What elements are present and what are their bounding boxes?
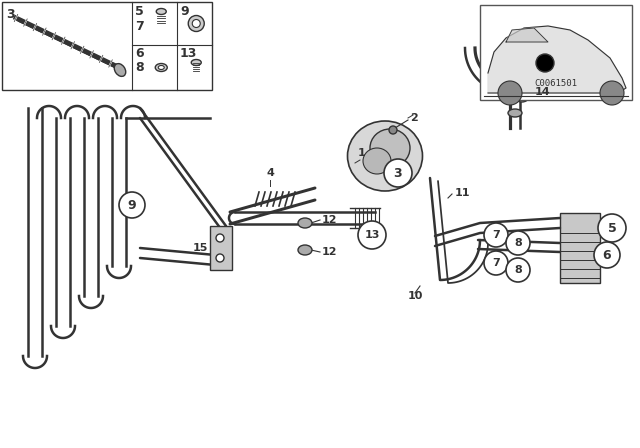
Ellipse shape [370, 129, 410, 167]
Text: 3: 3 [394, 167, 403, 180]
Text: 4: 4 [266, 168, 274, 178]
Text: 12: 12 [322, 247, 337, 257]
Text: 10: 10 [407, 291, 422, 301]
Circle shape [594, 242, 620, 268]
Text: 11: 11 [455, 188, 470, 198]
Circle shape [536, 54, 554, 72]
Text: C0061501: C0061501 [534, 79, 577, 88]
Polygon shape [506, 28, 548, 42]
Text: 8: 8 [514, 238, 522, 248]
Ellipse shape [158, 65, 164, 69]
Ellipse shape [156, 9, 166, 14]
Ellipse shape [298, 245, 312, 255]
Ellipse shape [508, 69, 522, 77]
Ellipse shape [191, 60, 201, 65]
Text: 14: 14 [535, 87, 550, 97]
Text: 7: 7 [492, 258, 500, 268]
Text: 5: 5 [135, 5, 144, 18]
Ellipse shape [298, 218, 312, 228]
Bar [560, 213, 600, 283]
Circle shape [506, 258, 530, 282]
Circle shape [598, 214, 626, 242]
Circle shape [484, 251, 508, 275]
Text: 3: 3 [6, 8, 15, 21]
Ellipse shape [192, 20, 200, 27]
Ellipse shape [363, 148, 391, 174]
Ellipse shape [348, 121, 422, 191]
Text: 1: 1 [358, 148, 366, 158]
Text: 13: 13 [364, 230, 380, 240]
Text: 15: 15 [192, 243, 208, 253]
Polygon shape [488, 26, 626, 93]
Ellipse shape [516, 94, 528, 102]
Circle shape [358, 221, 386, 249]
Ellipse shape [389, 126, 397, 134]
Circle shape [484, 223, 508, 247]
Text: 5: 5 [607, 221, 616, 234]
Ellipse shape [508, 109, 522, 117]
Circle shape [216, 254, 224, 262]
Circle shape [498, 81, 522, 105]
Text: 9: 9 [180, 5, 189, 18]
Text: 2: 2 [410, 113, 418, 123]
Ellipse shape [156, 64, 167, 72]
Text: 6: 6 [135, 47, 143, 60]
Bar [210, 226, 232, 270]
Text: 7: 7 [492, 230, 500, 240]
Circle shape [600, 81, 624, 105]
Text: 6: 6 [603, 249, 611, 262]
Text: 13: 13 [180, 47, 197, 60]
Text: 9: 9 [128, 198, 136, 211]
Text: 7: 7 [135, 20, 144, 33]
Text: 8: 8 [514, 265, 522, 275]
Ellipse shape [188, 16, 204, 31]
Circle shape [119, 192, 145, 218]
Ellipse shape [508, 89, 522, 97]
Text: 8: 8 [135, 61, 143, 74]
Bar [480, 5, 632, 100]
Circle shape [216, 234, 224, 242]
Bar [2, 2, 212, 90]
Ellipse shape [115, 64, 125, 77]
Circle shape [384, 159, 412, 187]
Text: 12: 12 [322, 215, 337, 225]
Circle shape [506, 231, 530, 255]
